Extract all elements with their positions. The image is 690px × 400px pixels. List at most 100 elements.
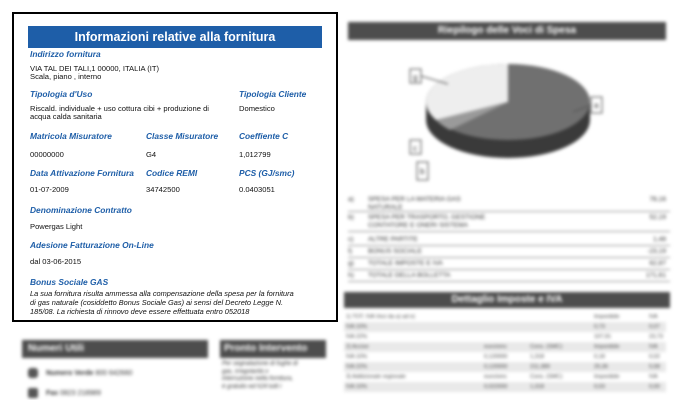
summary-row-letter: h) [348, 272, 354, 279]
pie-slice-light [426, 64, 508, 120]
bonus-line-3: 185/08. La richiesta di rinnovo deve ess… [30, 307, 250, 316]
summary-row-text: ALTRE PARTITE [368, 236, 418, 243]
tax-row: IVA 10% 0,022000 1,318 0,03 0,00 [344, 382, 666, 392]
tax-cell: euro/smc [484, 344, 508, 350]
meter-class-value: G4 [146, 150, 157, 159]
pie-callout-b: b [420, 167, 425, 176]
tax-cell: IVA 22% [346, 334, 368, 340]
tax-cell: IVA [649, 344, 658, 350]
summary-row: b) SPESA PER TRASPORTO, GESTIONE CONTATOR… [348, 214, 670, 232]
activation-date-value: 01-07-2009 [30, 185, 69, 194]
usage-type-value-1: Riscald. individuale + uso cottura cibi … [30, 104, 209, 113]
fax-icon [28, 388, 38, 398]
toll-free-value: 800 642660 [95, 369, 133, 377]
tax-row: 2) Accise euro/smc Cons. (SMC) Imponibil… [344, 342, 666, 352]
summary-row: h) TOTALE DELLA BOLLETTA 171,61 [348, 272, 670, 282]
coefficient-value: 1,012799 [239, 150, 271, 159]
tax-row: 3) Addizionale regionale euro/smc Cons. … [344, 372, 666, 382]
summary-row-value: 52,19 [649, 214, 666, 221]
pcs-label: PCS (GJ/smc) [239, 168, 295, 178]
tax-cell: IVA 10% [346, 354, 368, 360]
phone-icon [28, 368, 38, 378]
tax-cell: 0,03 [594, 384, 605, 390]
tax-cell: euro/smc [484, 374, 508, 380]
tax-cell: 0,18 [594, 354, 605, 360]
summary-row-letter: c) [348, 236, 354, 243]
pie-callout-g: g [413, 73, 417, 82]
summary-row-text: SPESA PER TRASPORTO, GESTIONE CONTATORE E… [368, 214, 588, 230]
client-type-label: Tipologia Cliente [239, 89, 307, 99]
contract-label: Denominazione Contratto [30, 205, 132, 215]
tax-detail-panel: Dettaglio Imposte e IVA 1) TOT. IVA Voci… [344, 292, 670, 400]
emergency-panel: Pronto Intervento Per segnalazione di fu… [220, 340, 326, 400]
emergency-line-3: interruzione nella fornitura, [222, 376, 294, 382]
supply-info-title: Informazioni relative alla fornitura [28, 26, 322, 48]
tax-row: IVA 10% 0,73 0,07 [344, 322, 666, 332]
tax-cell: 107,91 [594, 334, 612, 340]
tax-cell: IVA [649, 374, 658, 380]
summary-row: g) TOTALE IMPOSTE E IVA 62,87 [348, 260, 670, 270]
pie-callout-c: c [413, 144, 417, 153]
summary-row-text: TOTALE DELLA BOLLETTA [368, 272, 451, 279]
tax-cell: IVA 10% [346, 324, 368, 330]
callout-line-g [420, 75, 449, 85]
tax-cell: 0,07 [649, 324, 660, 330]
pie-slice-mid [436, 102, 508, 130]
summary-row-value: -23,19 [647, 248, 666, 255]
expense-pie-chart: g a c b [409, 64, 603, 181]
summary-row-value: 1,48 [653, 236, 666, 243]
summary-row-letter: f) [348, 248, 353, 255]
client-type-value: Domestico [239, 104, 275, 113]
tax-cell: IVA 22% [346, 364, 368, 370]
tax-cell: Cons. (SMC) [530, 344, 563, 350]
tax-cell: 0,73 [594, 324, 605, 330]
tax-cell: Imponibile [594, 374, 620, 380]
address-line-1: VIA TAL DEI TALI,1 00000, ITALIA (IT) [30, 64, 160, 73]
summary-row-value: 62,87 [649, 260, 666, 267]
tax-cell: 0,00 [649, 384, 660, 390]
meter-number-value: 00000000 [30, 150, 64, 159]
tax-cell: 211,389 [530, 364, 550, 370]
tax-cell: 3) Addizionale regionale [346, 374, 406, 380]
coefficient-label: Coeffiente C [239, 131, 289, 141]
tax-cell: 1) TOT. IVA Voci da a) ad e) [346, 314, 416, 320]
summary-row-text-2: NATURALE [368, 204, 403, 211]
pie-callout-box-c [409, 139, 422, 155]
pie-callout-a: a [594, 101, 599, 110]
tax-row: IVA 22% 0,120000 211,389 25,36 5,58 [344, 362, 666, 372]
meter-class-label: Classe Misuratore [146, 131, 219, 141]
tax-row: 1) TOT. IVA Voci da a) ad e) Imponibile … [344, 312, 666, 322]
summary-row-letter: g) [348, 260, 354, 267]
tax-cell: 1,318 [530, 384, 544, 390]
tax-cell: IVA [649, 314, 658, 320]
contract-value: Powergas Light [30, 222, 83, 231]
summary-row-letter: b) [348, 214, 354, 221]
summary-row-text: BONUS SOCIALE [368, 248, 422, 255]
online-billing-label: Adesione Fatturazione On-Line [30, 240, 154, 250]
tax-cell: IVA 10% [346, 384, 368, 390]
expense-summary-panel: Riepilogo delle Voci di Spesa g a c b a)… [348, 22, 670, 292]
summary-row-text: TOTALE IMPOSTE E IVA [368, 260, 443, 267]
expense-summary-title: Riepilogo delle Voci di Spesa [348, 22, 666, 40]
fax-row: Fax 0823 218989 [28, 388, 101, 398]
tax-cell: 0,120000 [484, 364, 508, 370]
toll-free-row: Numero Verde 800 642660 [28, 368, 132, 378]
bonus-line-2: di gas naturale (cosiddetto Bonus Social… [30, 298, 284, 307]
toll-free-label: Numero Verde [45, 369, 94, 377]
remi-value: 34742500 [146, 185, 180, 194]
summary-row: a) SPESA PER LA MATERIA GAS NATURALE 78,1… [348, 196, 670, 212]
emergency-text: Per segnalazione di fughe di gas, irrego… [222, 361, 298, 391]
summary-row-letter: a) [348, 196, 354, 203]
usage-type-label: Tipologia d'Uso [30, 89, 93, 99]
summary-row: f) BONUS SOCIALE -23,19 [348, 248, 670, 258]
address-label: Indirizzo fornitura [30, 49, 101, 59]
summary-row-text: SPESA PER LA MATERIA GAS NATURALE [368, 196, 588, 212]
bonus-line-1: La sua fornitura risulta ammessa alla co… [30, 289, 294, 298]
tax-cell: Imponibile [594, 314, 620, 320]
summary-table: a) SPESA PER LA MATERIA GAS NATURALE 78,1… [348, 196, 670, 292]
tax-cell: 1,318 [530, 354, 544, 360]
tax-cell: 0,120000 [484, 354, 508, 360]
fax-label: Fax [45, 389, 59, 397]
tax-cell: 25,36 [594, 364, 608, 370]
address-line-2: Scala, piano , interno [30, 72, 102, 81]
